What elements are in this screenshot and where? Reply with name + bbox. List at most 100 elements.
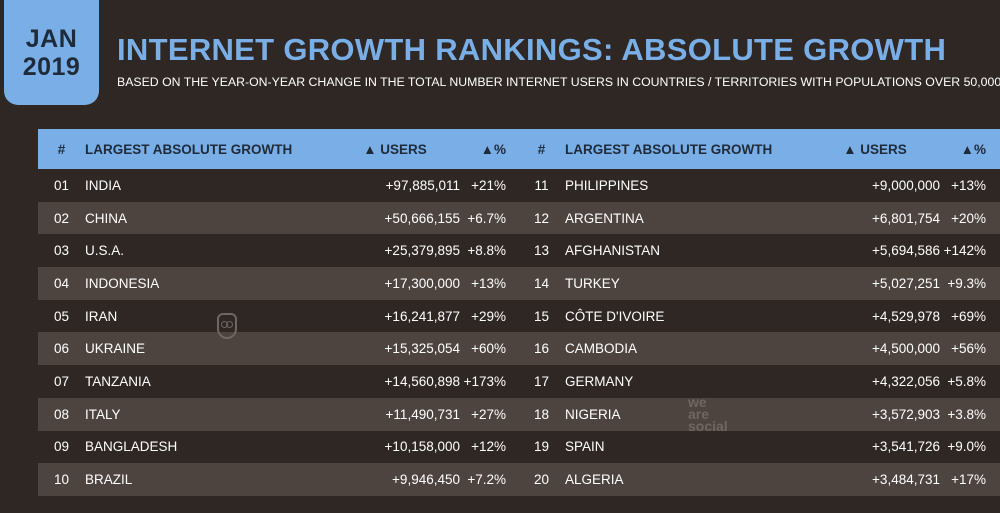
date-badge: JAN 2019 xyxy=(4,0,99,105)
users-cell: +4,500,000 xyxy=(872,341,940,357)
country-cell: ITALY xyxy=(85,406,121,422)
country-cell: U.S.A. xyxy=(85,243,125,259)
table-row: 03 U.S.A. +25,379,895 +8.8% xyxy=(38,234,520,268)
table-row: 18 NIGERIA +3,572,903 +3.8% xyxy=(518,397,1000,431)
badge-year: 2019 xyxy=(22,52,81,81)
table-row: 20 ALGERIA +3,484,731 +17% xyxy=(518,463,1000,496)
rankings-table-left: # LARGEST ABSOLUTE GROWTH ▲ USERS ▲% 01 I… xyxy=(38,129,520,496)
country-cell: ARGENTINA xyxy=(565,210,644,226)
rank-cell: 01 xyxy=(53,177,70,193)
rankings-table-right: # LARGEST ABSOLUTE GROWTH ▲ USERS ▲% 11 P… xyxy=(518,129,1000,496)
page-subtitle: BASED ON THE YEAR-ON-YEAR CHANGE IN THE … xyxy=(117,75,1000,89)
percent-cell: +6.7% xyxy=(467,210,506,226)
header-percent: ▲% xyxy=(480,141,506,157)
rank-cell: 13 xyxy=(533,243,550,259)
table-row: 10 BRAZIL +9,946,450 +7.2% xyxy=(38,463,520,496)
table-row: 19 SPAIN +3,541,726 +9.0% xyxy=(518,430,1000,464)
country-cell: IRAN xyxy=(85,308,118,324)
percent-cell: +56% xyxy=(951,341,986,357)
rank-cell: 17 xyxy=(533,373,550,389)
country-cell: NIGERIA xyxy=(565,406,621,422)
country-cell: BRAZIL xyxy=(85,472,133,488)
users-cell: +3,541,726 xyxy=(872,439,940,455)
rank-cell: 09 xyxy=(53,439,70,455)
table-row: 07 TANZANIA +14,560,898 +173% xyxy=(38,365,520,398)
users-cell: +4,322,056 xyxy=(872,373,940,389)
percent-cell: +173% xyxy=(463,373,506,389)
table-row: 12 ARGENTINA +6,801,754 +20% xyxy=(518,201,1000,235)
header-rank: # xyxy=(57,141,66,157)
country-cell: ALGERIA xyxy=(565,472,624,488)
users-cell: +4,529,978 xyxy=(872,308,940,324)
rank-cell: 15 xyxy=(533,308,550,324)
rank-cell: 02 xyxy=(53,210,70,226)
rank-cell: 18 xyxy=(533,406,550,422)
country-cell: INDONESIA xyxy=(85,275,160,291)
header-country: LARGEST ABSOLUTE GROWTH xyxy=(565,141,773,157)
percent-cell: +12% xyxy=(471,439,506,455)
percent-cell: +9.3% xyxy=(947,275,986,291)
rank-cell: 06 xyxy=(53,341,70,357)
users-cell: +9,000,000 xyxy=(872,177,940,193)
table-header-row: # LARGEST ABSOLUTE GROWTH ▲ USERS ▲% xyxy=(38,129,520,169)
country-cell: TURKEY xyxy=(565,275,620,291)
users-cell: +14,560,898 xyxy=(384,373,460,389)
rank-cell: 03 xyxy=(53,243,70,259)
country-cell: BANGLADESH xyxy=(85,439,178,455)
we-are-social-logo: we are social xyxy=(688,395,728,433)
rank-cell: 11 xyxy=(534,177,549,193)
percent-cell: +8.8% xyxy=(467,243,506,259)
percent-cell: +13% xyxy=(951,177,986,193)
percent-cell: +5.8% xyxy=(947,373,986,389)
users-cell: +11,490,731 xyxy=(385,406,460,422)
percent-cell: +142% xyxy=(943,243,986,259)
country-cell: CÔTE D'IVOIRE xyxy=(565,308,665,324)
table-row: 06 UKRAINE +15,325,054 +60% xyxy=(38,332,520,366)
users-cell: +3,572,903 xyxy=(872,406,940,422)
owl-icon xyxy=(217,313,237,339)
country-cell: SPAIN xyxy=(565,439,605,455)
users-cell: +3,484,731 xyxy=(872,472,940,488)
table-row: 09 BANGLADESH +10,158,000 +12% xyxy=(38,430,520,464)
rank-cell: 16 xyxy=(533,341,550,357)
users-cell: +16,241,877 xyxy=(384,308,460,324)
country-cell: INDIA xyxy=(85,177,122,193)
rank-cell: 14 xyxy=(533,275,550,291)
country-cell: CHINA xyxy=(85,210,128,226)
header-percent: ▲% xyxy=(960,141,986,157)
table-header-row: # LARGEST ABSOLUTE GROWTH ▲ USERS ▲% xyxy=(518,129,1000,169)
users-cell: +6,801,754 xyxy=(872,210,940,226)
rank-cell: 04 xyxy=(53,275,70,291)
country-cell: GERMANY xyxy=(565,373,634,389)
rank-cell: 08 xyxy=(53,406,70,422)
rank-cell: 10 xyxy=(53,472,70,488)
rank-cell: 20 xyxy=(533,472,550,488)
table-row: 15 CÔTE D'IVOIRE +4,529,978 +69% xyxy=(518,299,1000,333)
table-row: 13 AFGHANISTAN +5,694,586 +142% xyxy=(518,234,1000,268)
percent-cell: +27% xyxy=(471,406,506,422)
users-cell: +15,325,054 xyxy=(384,341,460,357)
users-cell: +10,158,000 xyxy=(384,439,460,455)
percent-cell: +7.2% xyxy=(467,472,506,488)
country-cell: TANZANIA xyxy=(85,373,151,389)
percent-cell: +69% xyxy=(951,308,986,324)
rank-cell: 12 xyxy=(533,210,550,226)
rank-cell: 19 xyxy=(533,439,550,455)
users-cell: +9,946,450 xyxy=(392,472,460,488)
table-row: 01 INDIA +97,885,011 +21% xyxy=(38,169,520,202)
users-cell: +50,666,155 xyxy=(384,210,460,226)
percent-cell: +13% xyxy=(471,275,506,291)
country-cell: PHILIPPINES xyxy=(565,177,649,193)
percent-cell: +29% xyxy=(471,308,506,324)
users-cell: +5,027,251 xyxy=(872,275,940,291)
logo-line-are: are xyxy=(688,406,710,422)
table-row: 05 IRAN +16,241,877 +29% xyxy=(38,299,520,333)
table-row: 02 CHINA +50,666,155 +6.7% xyxy=(38,201,520,235)
page-title: INTERNET GROWTH RANKINGS: ABSOLUTE GROWT… xyxy=(117,32,947,67)
users-cell: +25,379,895 xyxy=(384,243,460,259)
table-row: 17 GERMANY +4,322,056 +5.8% xyxy=(518,365,1000,398)
users-cell: +5,694,586 xyxy=(872,243,940,259)
table-row: 16 CAMBODIA +4,500,000 +56% xyxy=(518,332,1000,366)
country-cell: AFGHANISTAN xyxy=(565,243,661,259)
percent-cell: +20% xyxy=(951,210,986,226)
